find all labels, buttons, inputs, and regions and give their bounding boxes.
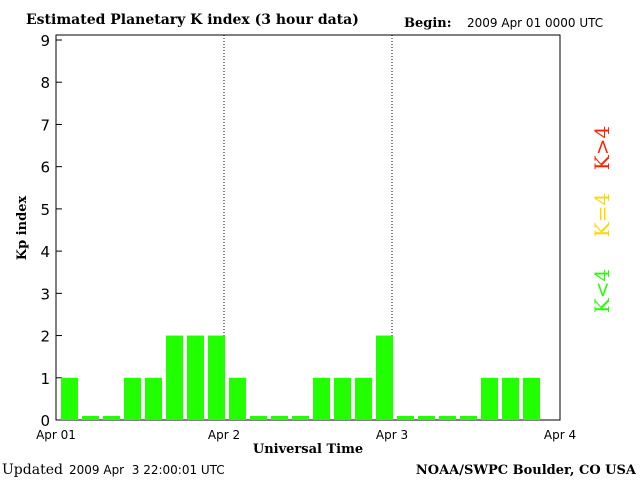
source-credit: NOAA/SWPC Boulder, CO USA (416, 463, 637, 478)
y-tick-label: 5 (40, 201, 50, 219)
plot-frame (55, 34, 561, 421)
legend: K<4 K=4 K>4 (590, 126, 614, 313)
y-tick-label: 6 (40, 159, 50, 177)
updated-value: 2009 Apr 3 22:00:01 UTC (69, 463, 225, 477)
y-tick-label: 1 (40, 370, 50, 388)
day-dividers (223, 35, 393, 420)
y-ticks: 0 1 2 3 4 5 6 7 8 9 (40, 32, 62, 430)
kp-bar (124, 377, 141, 420)
x-tick-label: Apr 2 (208, 428, 240, 442)
begin-label: Begin: (404, 16, 452, 31)
y-tick-label: 3 (40, 285, 50, 303)
kp-bar (229, 377, 246, 420)
y-tick-label: 8 (40, 74, 50, 92)
kp-bar (481, 377, 498, 420)
y-tick-label: 7 (40, 116, 50, 134)
kp-bar (271, 416, 288, 420)
kp-bar (82, 416, 99, 420)
legend-item-k-lt-4: K<4 (590, 269, 614, 313)
kp-bar (145, 377, 162, 420)
kp-bar (397, 416, 414, 420)
kp-bar (460, 416, 477, 420)
kp-bar (523, 377, 540, 420)
kp-bar (334, 377, 351, 420)
kp-bar (166, 335, 183, 420)
kp-bar (376, 335, 393, 420)
x-axis-label: Universal Time (253, 442, 363, 457)
kp-bar (250, 416, 267, 420)
kp-bar (313, 377, 330, 420)
kp-bar (418, 416, 435, 420)
y-tick-label: 9 (40, 32, 50, 50)
bars (61, 335, 540, 420)
y-tick-label: 2 (40, 328, 50, 346)
kp-bar (355, 377, 372, 420)
begin-value: 2009 Apr 01 0000 UTC (467, 16, 603, 30)
y-tick-label: 0 (40, 412, 50, 430)
kp-bar (61, 377, 78, 420)
kp-bar (103, 416, 120, 420)
kp-bar (187, 335, 204, 420)
y-axis-label: Kp index (15, 196, 30, 261)
kp-bar (292, 416, 309, 420)
kp-bar (439, 416, 456, 420)
y-tick-label: 4 (40, 243, 50, 261)
x-tick-label: Apr 4 (544, 428, 576, 442)
x-tick-label: Apr 01 (36, 428, 76, 442)
legend-item-k-eq-4: K=4 (590, 193, 614, 237)
kp-bar (208, 335, 225, 420)
chart-title: Estimated Planetary K index (3 hour data… (26, 12, 359, 28)
kp-bar (502, 377, 519, 420)
updated-label: Updated (2, 462, 63, 478)
legend-item-k-gt-4: K>4 (590, 126, 614, 170)
x-tick-label: Apr 3 (376, 428, 408, 442)
x-ticks: Apr 01 Apr 2 Apr 3 Apr 4 (36, 428, 576, 442)
